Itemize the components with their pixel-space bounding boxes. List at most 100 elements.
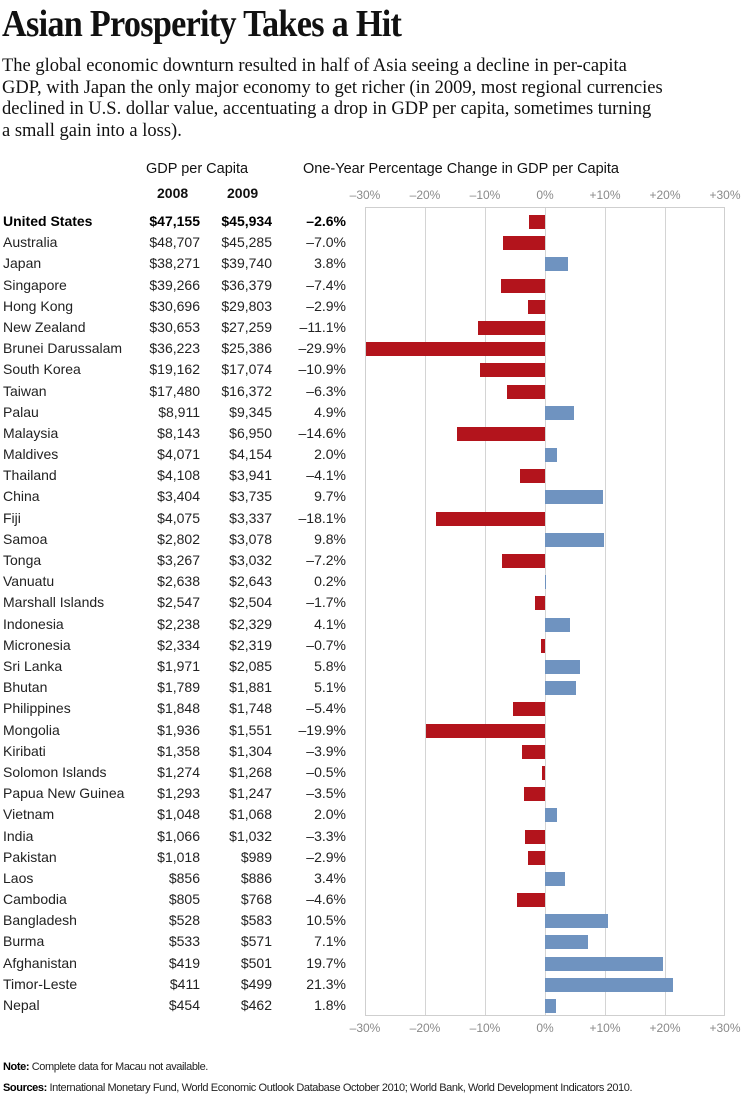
gdp-2009-value: $45,285 bbox=[221, 234, 272, 251]
country-name: Papua New Guinea bbox=[3, 785, 125, 802]
country-name: Singapore bbox=[3, 276, 67, 293]
change-value: –7.0% bbox=[306, 234, 346, 251]
gdp-2008-value: $30,696 bbox=[149, 297, 200, 314]
gdp-2009-value: $25,386 bbox=[221, 340, 272, 357]
gdp-2009-value: $29,803 bbox=[221, 297, 272, 314]
change-value: –14.6% bbox=[298, 424, 346, 441]
country-name: Brunei Darussalam bbox=[3, 340, 123, 357]
gridline bbox=[665, 208, 666, 1015]
gdp-2009-value: $3,337 bbox=[229, 509, 272, 526]
x-tick-label: +30% bbox=[709, 188, 741, 202]
country-name: Nepal bbox=[3, 997, 40, 1014]
gdp-2008-value: $1,274 bbox=[157, 763, 200, 780]
x-tick-label: –30% bbox=[349, 188, 381, 202]
gdp-2009-value: $1,881 bbox=[229, 679, 272, 696]
country-name: Vietnam bbox=[3, 806, 55, 823]
change-value: 5.8% bbox=[314, 657, 346, 674]
country-name: Thailand bbox=[3, 467, 57, 484]
gdp-2008-value: $4,108 bbox=[157, 467, 200, 484]
change-value: 0.2% bbox=[314, 573, 346, 590]
note-text: Complete data for Macau not available. bbox=[29, 1061, 209, 1073]
change-value: –7.4% bbox=[306, 276, 346, 293]
gdp-2008-value: $8,911 bbox=[158, 403, 200, 420]
change-value: 9.8% bbox=[314, 530, 346, 547]
country-name: Bangladesh bbox=[3, 912, 77, 929]
change-value: 10.5% bbox=[306, 912, 346, 929]
gdp-2009-value: $462 bbox=[240, 997, 272, 1014]
change-value: 2.0% bbox=[314, 806, 346, 823]
x-tick-label: –20% bbox=[409, 1021, 441, 1035]
change-value: –0.5% bbox=[306, 763, 346, 780]
gdp-2008-value: $3,404 bbox=[157, 488, 200, 505]
x-tick-label: +20% bbox=[649, 1021, 681, 1035]
bar-nepal bbox=[545, 999, 556, 1014]
sources-label: Sources: bbox=[3, 1082, 47, 1094]
bar-solomon-islands bbox=[542, 765, 545, 780]
gdp-2009-value: $2,643 bbox=[229, 573, 272, 590]
bar-maldives bbox=[545, 448, 557, 463]
country-name: Burma bbox=[3, 933, 45, 950]
gdp-2009-value: $1,551 bbox=[229, 721, 272, 738]
change-value: –6.3% bbox=[306, 382, 346, 399]
gdp-2008-value: $2,334 bbox=[157, 636, 200, 653]
change-value: 9.7% bbox=[314, 488, 346, 505]
bar-new-zealand bbox=[478, 320, 545, 335]
change-value: –0.7% bbox=[306, 636, 346, 653]
country-name: Sri Lanka bbox=[3, 657, 63, 674]
country-name: Mongolia bbox=[3, 721, 60, 738]
change-value: –7.2% bbox=[306, 552, 346, 569]
change-value: –3.9% bbox=[306, 742, 346, 759]
change-value: 4.9% bbox=[314, 403, 346, 420]
change-value: 5.1% bbox=[314, 679, 346, 696]
gdp-2008-value: $1,789 bbox=[157, 679, 200, 696]
gdp-2008-value: $1,066 bbox=[157, 827, 200, 844]
chart-title: Asian Prosperity Takes a Hit bbox=[2, 3, 402, 45]
change-value: 3.4% bbox=[314, 869, 346, 886]
year-2008-header: 2008 bbox=[157, 185, 189, 201]
gdp-2008-value: $4,071 bbox=[157, 446, 200, 463]
gdp-2008-value: $47,155 bbox=[149, 213, 200, 229]
gdp-2009-value: $2,319 bbox=[229, 636, 272, 653]
gdp-2008-value: $2,238 bbox=[157, 615, 200, 632]
country-name: South Korea bbox=[3, 361, 81, 378]
country-name: Tonga bbox=[3, 552, 42, 569]
gridline bbox=[545, 208, 546, 1015]
gdp-2008-value: $4,075 bbox=[157, 509, 200, 526]
bar-burma bbox=[545, 935, 588, 950]
gdp-2009-value: $39,740 bbox=[221, 255, 272, 272]
gdp-2009-value: $1,032 bbox=[229, 827, 272, 844]
gdp-2008-value: $1,358 bbox=[157, 742, 200, 759]
gdp-2008-value: $38,271 bbox=[149, 255, 200, 272]
note-label: Note: bbox=[3, 1061, 30, 1073]
country-name: New Zealand bbox=[3, 318, 86, 335]
country-name: Malaysia bbox=[3, 424, 59, 441]
change-value: 2.0% bbox=[314, 446, 346, 463]
country-name: Marshall Islands bbox=[3, 594, 105, 611]
gdp-2008-value: $2,638 bbox=[157, 573, 200, 590]
gdp-2008-value: $39,266 bbox=[149, 276, 200, 293]
bar-bhutan bbox=[545, 681, 576, 696]
gdp-2009-value: $1,247 bbox=[229, 785, 272, 802]
country-name: Japan bbox=[3, 255, 42, 272]
x-tick-label: –10% bbox=[469, 1021, 501, 1035]
bar-china bbox=[545, 490, 604, 505]
country-name: Solomon Islands bbox=[3, 763, 107, 780]
gdp-2009-value: $499 bbox=[240, 975, 272, 992]
bar-singapore bbox=[500, 278, 545, 293]
bar-malaysia bbox=[457, 426, 545, 441]
bar-timor-leste bbox=[545, 977, 673, 992]
x-tick-label: +10% bbox=[589, 188, 621, 202]
gdp-2008-value: $2,802 bbox=[157, 530, 200, 547]
bar-tonga bbox=[501, 554, 545, 569]
change-value: –2.9% bbox=[306, 848, 346, 865]
bar-laos bbox=[545, 871, 566, 886]
gdp-2008-value: $48,707 bbox=[149, 234, 200, 251]
country-name: Pakistan bbox=[3, 848, 57, 865]
bar-india bbox=[525, 829, 545, 844]
country-name: Laos bbox=[3, 869, 34, 886]
plot-area bbox=[365, 207, 725, 1016]
bar-vietnam bbox=[545, 808, 557, 823]
gdp-2008-value: $454 bbox=[168, 997, 200, 1014]
gdp-2008-value: $19,162 bbox=[149, 361, 200, 378]
bar-brunei-darussalam bbox=[365, 342, 545, 357]
